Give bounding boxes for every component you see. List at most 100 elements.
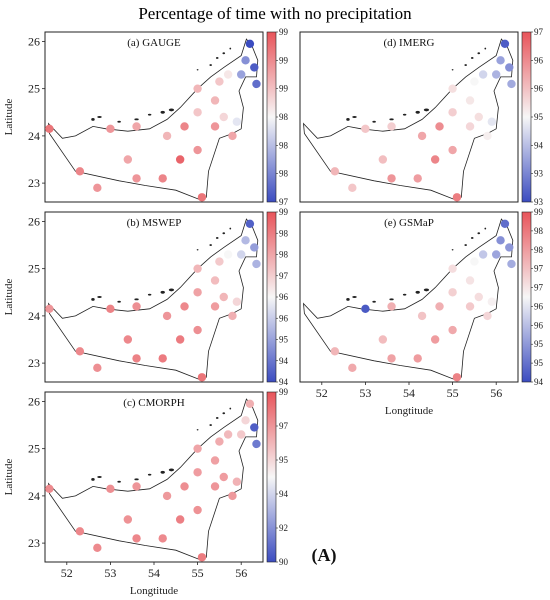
station-point — [228, 131, 237, 141]
station-point — [45, 484, 54, 494]
station-point — [158, 174, 167, 183]
colorbar — [521, 211, 532, 383]
colorbar-tick-label: 96 — [534, 55, 544, 65]
island — [215, 57, 219, 59]
island — [423, 108, 430, 112]
colorbar-tick-label: 92 — [279, 523, 288, 533]
station-point — [106, 484, 115, 494]
lon-tick-label: 53 — [359, 386, 371, 400]
panel-2: (d) IMERG 93 93 94 95 96 96 97 — [299, 27, 544, 207]
station-point — [507, 79, 516, 89]
colorbar-tick-label: 98 — [279, 140, 289, 150]
station-point — [361, 304, 370, 314]
colorbar-tick-label: 93 — [534, 169, 544, 179]
lat-tick-label: 25 — [28, 262, 40, 276]
station-point — [417, 311, 427, 321]
station-point — [210, 302, 220, 311]
colorbar-tick-label: 96 — [279, 313, 289, 323]
station-point — [232, 477, 242, 486]
colorbar-tick-label: 98 — [279, 169, 289, 179]
station-point — [123, 515, 133, 524]
colorbar-tick-label: 97 — [534, 264, 544, 274]
lon-tick-label: 52 — [61, 566, 73, 580]
colorbar-tick-label: 94 — [534, 140, 544, 150]
colorbar — [266, 211, 277, 383]
plot-frame — [44, 391, 264, 563]
station-point — [387, 174, 396, 183]
lat-tick-label: 24 — [28, 489, 40, 503]
station-point — [132, 174, 141, 183]
station-point — [330, 167, 340, 176]
plot-frame — [299, 211, 519, 383]
station-point — [507, 259, 516, 269]
island — [389, 118, 394, 121]
station-point — [45, 304, 54, 314]
station-point — [210, 276, 220, 285]
station-point — [197, 373, 207, 382]
station-point — [223, 430, 233, 439]
x-axis-label: Longtitude — [385, 405, 433, 417]
station-point — [252, 439, 261, 449]
lat-tick-label: 26 — [28, 394, 40, 408]
station-point — [448, 145, 457, 155]
station-point — [483, 131, 492, 141]
station-point — [387, 354, 396, 363]
station-point — [93, 183, 102, 193]
station-point — [361, 124, 370, 134]
panel-label: (e) GSMaP — [384, 217, 434, 229]
colorbar-tick-label: 96 — [534, 301, 544, 311]
island — [222, 412, 226, 415]
island — [160, 110, 165, 114]
island — [147, 293, 152, 296]
station-point — [162, 491, 172, 501]
panel-1: (a) GAUGE 97 98 98 98 99 99 99 23 24 25 26 Latitude — [3, 27, 289, 207]
station-point — [215, 257, 224, 266]
station-point — [237, 430, 246, 439]
station-point — [250, 63, 259, 72]
station-point — [448, 84, 457, 93]
island — [222, 232, 226, 235]
panel-3: (b) MSWEP 94 94 95 96 96 97 98 98 99 23 24 25 26 Latit… — [3, 207, 289, 387]
island — [352, 116, 357, 118]
station-point — [132, 534, 141, 543]
station-point — [193, 468, 202, 477]
colorbar — [266, 31, 277, 203]
station-point — [232, 117, 242, 126]
lat-tick-label: 25 — [28, 442, 40, 456]
island — [196, 429, 199, 431]
island — [97, 476, 102, 478]
station-point — [505, 243, 514, 252]
lat-tick-label: 23 — [28, 536, 40, 550]
y-axis-label: Latitude — [3, 279, 15, 316]
station-point — [158, 354, 167, 363]
island — [196, 249, 199, 251]
lat-tick-label: 26 — [28, 214, 40, 228]
station-point — [430, 335, 440, 344]
island — [91, 117, 95, 121]
station-point — [237, 70, 246, 79]
island — [147, 113, 152, 116]
station-point — [474, 112, 483, 122]
station-point — [492, 70, 501, 79]
station-point — [241, 416, 250, 425]
station-point — [219, 292, 228, 302]
station-point — [123, 155, 133, 164]
island — [160, 290, 165, 294]
island — [209, 64, 212, 66]
station-point — [435, 302, 444, 311]
colorbar-tick-label: 95 — [534, 358, 544, 368]
station-point — [465, 122, 475, 131]
colorbar-tick-label: 93 — [534, 197, 544, 207]
island — [464, 64, 467, 66]
station-point — [241, 56, 250, 65]
island — [196, 69, 199, 71]
colorbar-tick-label: 94 — [279, 356, 289, 366]
station-point — [132, 482, 141, 491]
station-point — [500, 219, 510, 229]
station-point — [228, 311, 237, 321]
lat-tick-label: 24 — [28, 129, 40, 143]
panel-5: (c) CMORPH 90 92 94 95 97 99 23 24 25 26 Latitude 52… — [3, 387, 289, 597]
colorbar-tick-label: 99 — [279, 84, 289, 94]
lat-tick-label: 26 — [28, 34, 40, 48]
station-point — [132, 354, 141, 363]
